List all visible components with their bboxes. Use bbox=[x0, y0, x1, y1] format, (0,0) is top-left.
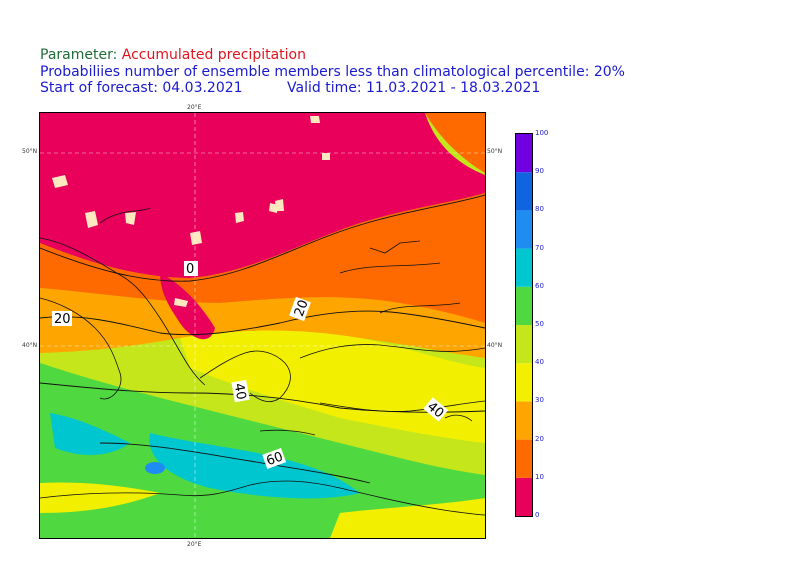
contour-label-20-east: 20 bbox=[292, 298, 312, 319]
field-0-10 bbox=[40, 113, 485, 278]
cyprus bbox=[444, 414, 473, 422]
lon-label-bottom: 20°E bbox=[187, 541, 202, 548]
colorbar-tick-label: 0 bbox=[535, 511, 540, 519]
colorbar-segment bbox=[516, 210, 532, 249]
map-svg: 0 20 20 40 40 60 bbox=[40, 113, 485, 538]
start-value: 04.03.2021 bbox=[162, 80, 243, 96]
zero-patch bbox=[174, 298, 188, 307]
colorbar-segment bbox=[516, 363, 532, 402]
contour-lines bbox=[40, 194, 485, 484]
adriatic-east-coast bbox=[40, 237, 206, 386]
field-10-20-ne bbox=[425, 113, 485, 173]
colorbar-segment bbox=[516, 134, 532, 173]
colorbar-tick-label: 80 bbox=[535, 205, 544, 214]
zero-patch bbox=[125, 212, 136, 225]
turkey-south-coast bbox=[319, 400, 485, 412]
zero-patch bbox=[310, 116, 320, 123]
coast-segment bbox=[99, 207, 151, 224]
probability-map: 0 20 20 40 40 60 bbox=[39, 112, 486, 539]
colorbar bbox=[515, 133, 533, 517]
black-sea-south bbox=[379, 302, 461, 314]
contour-label-20-west: 20 bbox=[54, 312, 71, 327]
colorbar-segment bbox=[516, 172, 532, 211]
zero-patch bbox=[190, 231, 202, 245]
colorbar-segment bbox=[516, 439, 532, 478]
border-line bbox=[369, 240, 421, 254]
colorbar-tick-label: 60 bbox=[535, 281, 544, 290]
field-70-80-spot bbox=[145, 462, 165, 474]
contour-label-0: 0 bbox=[186, 262, 194, 277]
colorbar-tick-label: 90 bbox=[535, 167, 544, 176]
contour-10 bbox=[40, 194, 485, 282]
contour-label-bg bbox=[231, 379, 250, 403]
colorbar-segment bbox=[516, 325, 532, 364]
field-30-40-central bbox=[180, 330, 485, 443]
zero-patch bbox=[322, 153, 330, 160]
turkey-north-coast bbox=[299, 344, 485, 359]
lon-label-top: 20°E bbox=[187, 104, 202, 111]
colorbar-tick-label: 70 bbox=[535, 243, 544, 252]
colorbar-tick-label: 10 bbox=[535, 472, 544, 481]
header-parameter-line: Parameter: Accumulated precipitation bbox=[40, 47, 306, 63]
contour-label-bg bbox=[262, 448, 287, 469]
contour-label-60: 60 bbox=[264, 449, 285, 469]
greece-coast bbox=[199, 350, 291, 403]
field-60-70-west bbox=[50, 413, 130, 455]
start-label: Start of forecast: bbox=[40, 80, 158, 96]
colorbar-svg bbox=[516, 134, 532, 516]
contour-label-bg bbox=[52, 311, 72, 326]
black-sea-coast bbox=[339, 262, 441, 274]
colorbar-tick-label: 40 bbox=[535, 358, 544, 367]
zero-patch bbox=[269, 203, 278, 213]
valid-value: 11.03.2021 - 18.03.2021 bbox=[366, 80, 541, 96]
zero-patch bbox=[85, 211, 98, 228]
header-subtitle: Probabiliies number of ensemble members … bbox=[40, 64, 625, 80]
colorbar-tick-label: 30 bbox=[535, 396, 544, 405]
contour-label-bg bbox=[289, 296, 311, 322]
coastlines bbox=[40, 207, 485, 516]
contour-label-bg bbox=[423, 397, 449, 422]
italy-coast bbox=[40, 297, 122, 400]
contour-20 bbox=[40, 310, 485, 336]
field-10-20 bbox=[40, 193, 485, 323]
colorbar-tick-label: 100 bbox=[535, 129, 549, 137]
africa-coast bbox=[40, 480, 485, 516]
lat50-label-left: 50°N bbox=[22, 148, 38, 155]
field-30-40-se bbox=[330, 498, 485, 538]
header-dates-line: Start of forecast: 04.03.2021 Valid time… bbox=[40, 80, 540, 96]
contour-40 bbox=[40, 382, 485, 413]
contour-60 bbox=[99, 442, 371, 484]
zero-patch bbox=[235, 212, 244, 223]
lat40-label-right: 40°N bbox=[487, 342, 503, 349]
contour-label-40-west: 40 bbox=[231, 382, 249, 401]
parameter-value: Accumulated precipitation bbox=[121, 47, 306, 63]
colorbar-tick-label: 20 bbox=[535, 434, 544, 443]
lat50-label-right: 50°N bbox=[487, 148, 503, 155]
zero-patch bbox=[52, 175, 68, 188]
valid-label: Valid time: bbox=[287, 80, 362, 96]
colorbar-segment bbox=[516, 477, 532, 516]
crete bbox=[259, 429, 316, 436]
colorbar-segment bbox=[516, 248, 532, 287]
field-0-10-italy bbox=[160, 273, 215, 340]
parameter-label: Parameter: bbox=[40, 47, 118, 63]
contour-label-bg bbox=[184, 261, 198, 276]
field-30-40-sw bbox=[40, 482, 160, 513]
lat40-label-left: 40°N bbox=[22, 342, 38, 349]
colorbar-segment bbox=[516, 401, 532, 440]
colorbar-segment bbox=[516, 286, 532, 325]
colorbar-tick-label: 50 bbox=[535, 320, 544, 328]
